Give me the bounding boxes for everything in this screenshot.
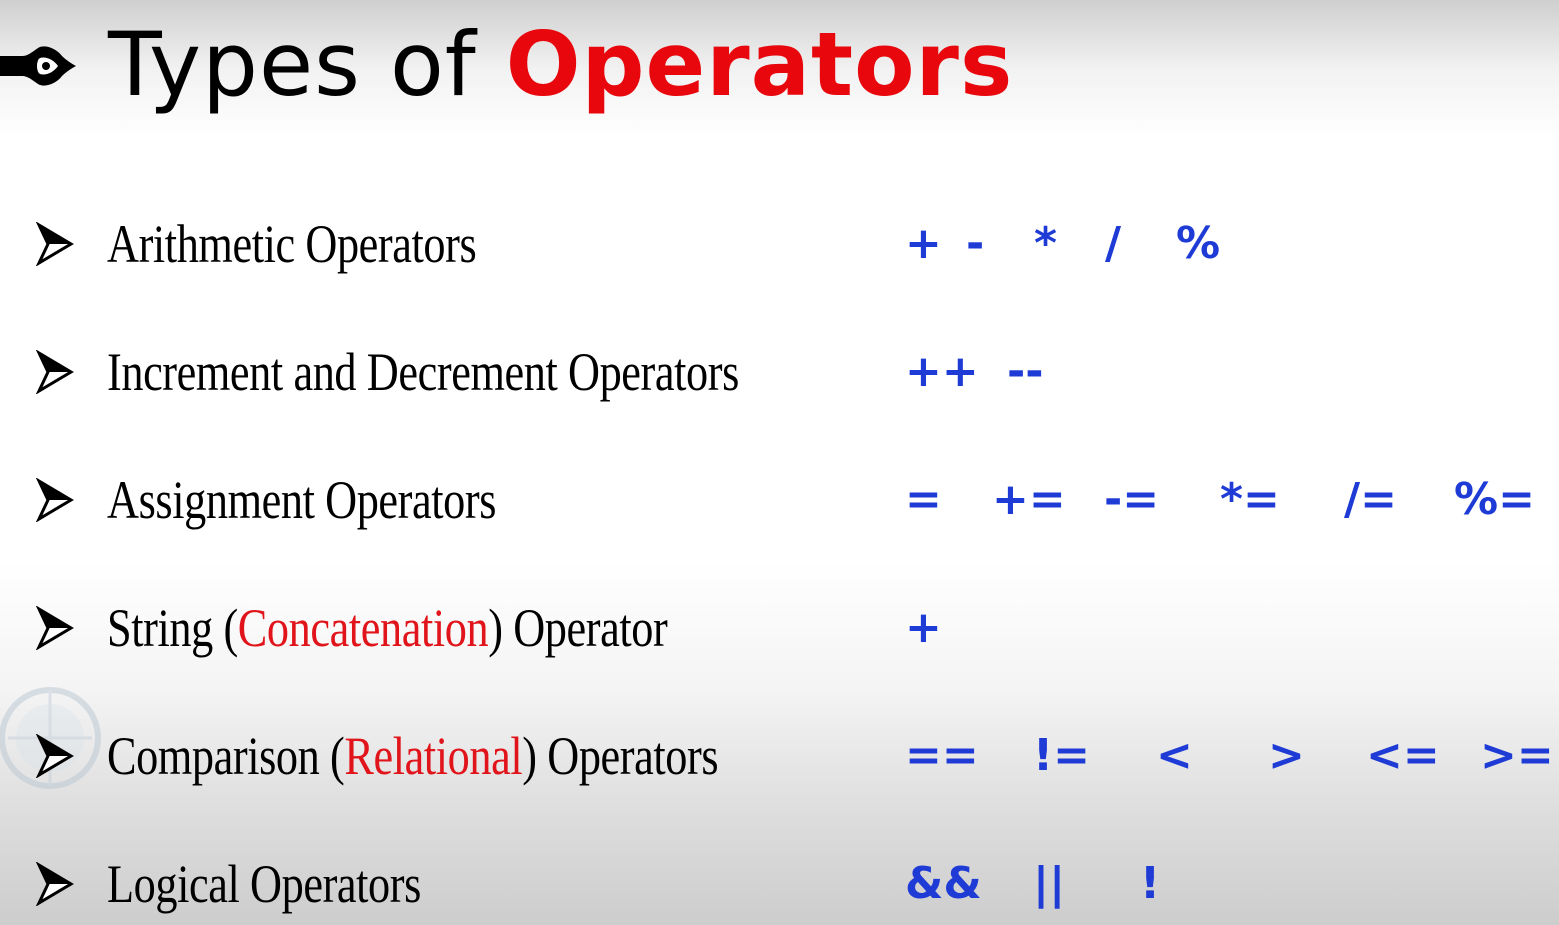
operator-category-label: Comparison (Relational) Operators xyxy=(107,726,719,786)
arrow-bullet-icon xyxy=(36,478,74,522)
operator-symbol: *= xyxy=(1220,474,1280,525)
operator-symbol: %= xyxy=(1454,474,1535,525)
operator-symbol: == xyxy=(905,730,979,781)
hand-pointer-icon xyxy=(0,46,76,86)
title-accent: Operators xyxy=(505,13,1014,116)
arrow-bullet-icon xyxy=(36,222,74,266)
arrow-bullet-icon xyxy=(36,606,74,650)
operator-category-label: Arithmetic Operators xyxy=(107,214,477,274)
operator-symbol: > xyxy=(1268,730,1305,781)
operator-symbol: ++ xyxy=(905,346,979,397)
list-item-comparison: Comparison (Relational) Operators == != … xyxy=(0,716,1559,796)
operator-symbol: / xyxy=(1105,218,1122,269)
list-item-arithmetic: Arithmetic Operators + - * / % xyxy=(0,204,1559,284)
arrow-bullet-icon xyxy=(36,734,74,778)
operator-symbol: && xyxy=(905,858,982,909)
operator-symbol: || xyxy=(1033,858,1066,909)
operator-symbol: ! xyxy=(1140,858,1161,909)
operator-category-label: Increment and Decrement Operators xyxy=(107,342,739,402)
operator-symbol: + xyxy=(905,602,942,653)
arrow-bullet-icon xyxy=(36,350,74,394)
operator-category-label: String (Concatenation) Operator xyxy=(107,598,668,658)
page-title: Types of Operators xyxy=(108,10,1013,120)
operator-symbol: <= xyxy=(1366,730,1440,781)
operator-symbol: >= xyxy=(1480,730,1554,781)
operator-symbol: * xyxy=(1034,218,1058,269)
operator-category-label: Logical Operators xyxy=(107,854,421,914)
operator-symbol: -= xyxy=(1104,474,1160,525)
operator-symbol: = xyxy=(905,474,942,525)
list-item-string: String (Concatenation) Operator + xyxy=(0,588,1559,668)
operator-category-label: Assignment Operators xyxy=(107,470,497,530)
title-prefix: Types of xyxy=(108,13,506,116)
list-item-assignment: Assignment Operators = += -= *= /= %= xyxy=(0,460,1559,540)
operator-symbol: /= xyxy=(1344,474,1397,525)
list-item-logical: Logical Operators && || ! xyxy=(0,844,1559,924)
operator-symbol: + xyxy=(905,218,942,269)
operator-symbol: - xyxy=(966,218,985,269)
operator-symbol: -- xyxy=(1007,346,1044,397)
list-item-increment-decrement: Increment and Decrement Operators ++ -- xyxy=(0,332,1559,412)
operator-symbol: < xyxy=(1156,730,1193,781)
arrow-bullet-icon xyxy=(36,862,74,906)
operator-symbol: % xyxy=(1176,218,1221,269)
operator-symbol: != xyxy=(1033,730,1090,781)
operator-symbol: += xyxy=(992,474,1066,525)
